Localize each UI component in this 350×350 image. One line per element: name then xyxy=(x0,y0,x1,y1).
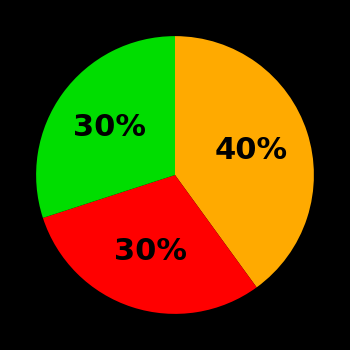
Wedge shape xyxy=(43,175,257,314)
Text: 40%: 40% xyxy=(215,135,288,164)
Text: 30%: 30% xyxy=(74,113,146,142)
Text: 30%: 30% xyxy=(114,237,187,266)
Wedge shape xyxy=(36,36,175,218)
Wedge shape xyxy=(175,36,314,287)
